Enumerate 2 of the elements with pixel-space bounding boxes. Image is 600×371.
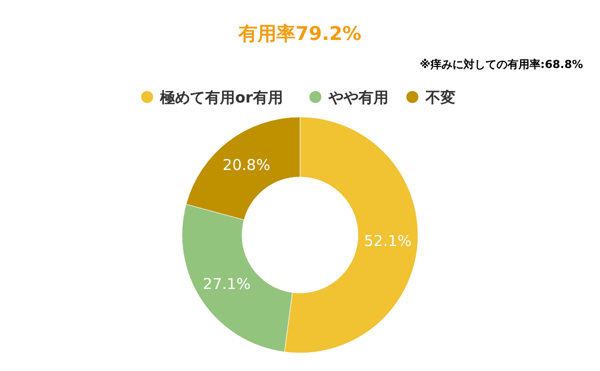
subtitle: ※痒みに対しての有用率:68.8% (420, 58, 583, 71)
title: 有用率79.2% (238, 23, 362, 45)
